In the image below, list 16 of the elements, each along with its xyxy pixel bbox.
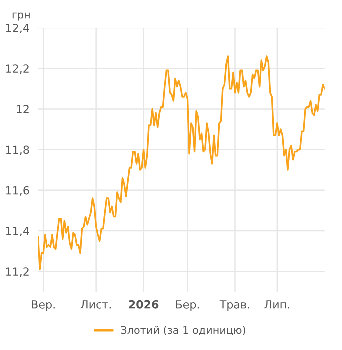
- legend-label: Злотий (за 1 одиницю): [121, 326, 246, 336]
- y-tick-label: 12,2: [6, 64, 29, 74]
- y-tick-label: 12,4: [6, 24, 30, 34]
- y-tick-label: 11,4: [6, 227, 30, 237]
- x-tick-label: Вер.: [32, 300, 55, 311]
- y-tick-label: 11,2: [6, 268, 29, 278]
- y-axis-title: грн: [12, 12, 30, 21]
- y-tick-label: 12: [17, 105, 29, 114]
- x-tick-label: Лип.: [264, 300, 290, 309]
- x-tick-label: Лист.: [80, 300, 111, 309]
- x-tick-label: Трав.: [220, 300, 250, 311]
- x-tick-label: Бер.: [176, 300, 200, 311]
- y-tick-label: 11,6: [6, 186, 30, 196]
- x-tick-label: 2026: [129, 300, 159, 309]
- y-tick-label: 11,8: [6, 146, 30, 156]
- line-series: [38, 56, 325, 270]
